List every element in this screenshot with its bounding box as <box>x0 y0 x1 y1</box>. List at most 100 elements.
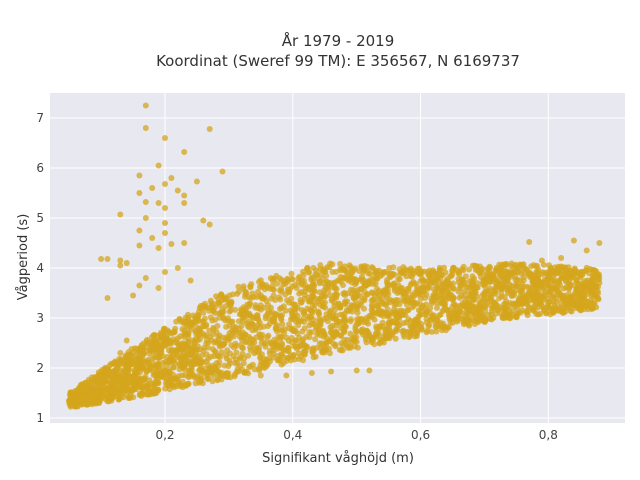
data-point <box>432 316 439 323</box>
data-point <box>238 323 245 330</box>
data-point <box>123 260 130 266</box>
data-point <box>550 271 557 278</box>
data-point <box>339 274 346 281</box>
data-point <box>526 269 533 276</box>
data-point <box>115 391 122 398</box>
data-point <box>407 265 414 272</box>
data-point <box>350 295 357 302</box>
data-point <box>475 304 482 311</box>
data-point <box>204 344 211 351</box>
data-point <box>212 316 219 323</box>
data-point <box>580 306 587 313</box>
data-point <box>304 343 310 350</box>
data-point <box>211 301 217 308</box>
data-point <box>151 331 158 338</box>
data-point <box>282 307 289 314</box>
data-point <box>471 317 478 324</box>
data-point <box>326 350 333 357</box>
data-point <box>492 266 499 273</box>
data-point <box>386 321 393 328</box>
data-point <box>171 328 178 335</box>
data-point <box>419 302 426 309</box>
data-point <box>238 310 245 317</box>
data-point <box>425 323 432 330</box>
data-point <box>153 376 160 383</box>
data-point <box>271 318 278 325</box>
data-point <box>247 339 253 346</box>
data-point <box>356 268 363 274</box>
data-point <box>319 267 326 274</box>
data-point <box>221 296 228 303</box>
data-point <box>106 391 112 398</box>
data-point <box>305 286 312 293</box>
data-point <box>266 350 273 357</box>
data-point <box>125 349 132 356</box>
data-point <box>184 381 191 388</box>
data-point <box>263 282 270 289</box>
tick-labels: 0,2 0,4 0,6 0,8 1 2 3 4 5 6 7 <box>36 111 558 442</box>
data-point <box>151 370 158 377</box>
data-point <box>229 318 236 325</box>
data-point <box>141 375 148 382</box>
data-point <box>314 275 321 282</box>
data-point <box>354 344 361 351</box>
data-point <box>369 303 376 310</box>
data-point <box>348 270 355 277</box>
data-point <box>321 349 328 356</box>
data-point <box>245 318 252 325</box>
data-point <box>385 286 391 293</box>
data-point <box>193 319 200 326</box>
data-point <box>478 274 484 280</box>
y-tick-label: 2 <box>36 361 44 375</box>
data-point <box>329 296 336 303</box>
y-tick-label: 5 <box>36 211 44 225</box>
data-point <box>123 391 130 398</box>
data-point <box>341 336 348 343</box>
data-point <box>428 300 435 307</box>
data-point <box>546 262 552 269</box>
data-point <box>534 281 541 288</box>
data-point <box>223 323 230 330</box>
data-point <box>354 320 360 327</box>
data-point <box>355 315 362 322</box>
data-point <box>277 306 283 312</box>
data-point <box>142 199 149 205</box>
data-point <box>225 363 232 370</box>
data-point <box>521 273 527 280</box>
data-point <box>357 286 364 292</box>
data-point <box>374 290 381 296</box>
data-point <box>305 313 312 320</box>
data-point <box>77 400 84 407</box>
data-point <box>296 356 302 362</box>
data-point <box>558 274 565 281</box>
data-point <box>205 355 212 362</box>
data-point <box>298 299 304 306</box>
data-point <box>506 315 513 322</box>
data-point <box>232 327 239 334</box>
data-point <box>551 276 558 283</box>
data-point <box>336 346 343 353</box>
y-tick-label: 3 <box>36 311 44 325</box>
data-point <box>130 361 137 368</box>
data-point <box>590 293 597 300</box>
data-point <box>301 310 307 317</box>
data-point <box>145 359 152 366</box>
data-point <box>363 339 370 346</box>
data-point <box>197 378 204 385</box>
data-point <box>575 281 582 288</box>
data-point <box>333 268 340 275</box>
y-axis-label: Vågperiod (s) <box>16 214 31 301</box>
data-point <box>496 295 503 302</box>
data-point <box>364 279 371 286</box>
data-point <box>245 352 252 359</box>
data-point <box>114 375 121 382</box>
data-point <box>494 280 501 287</box>
data-point <box>160 374 167 381</box>
data-point <box>542 288 549 295</box>
data-point <box>491 289 498 296</box>
data-point <box>337 260 344 267</box>
data-point <box>234 365 241 372</box>
data-point <box>206 221 213 228</box>
data-point <box>155 162 162 169</box>
